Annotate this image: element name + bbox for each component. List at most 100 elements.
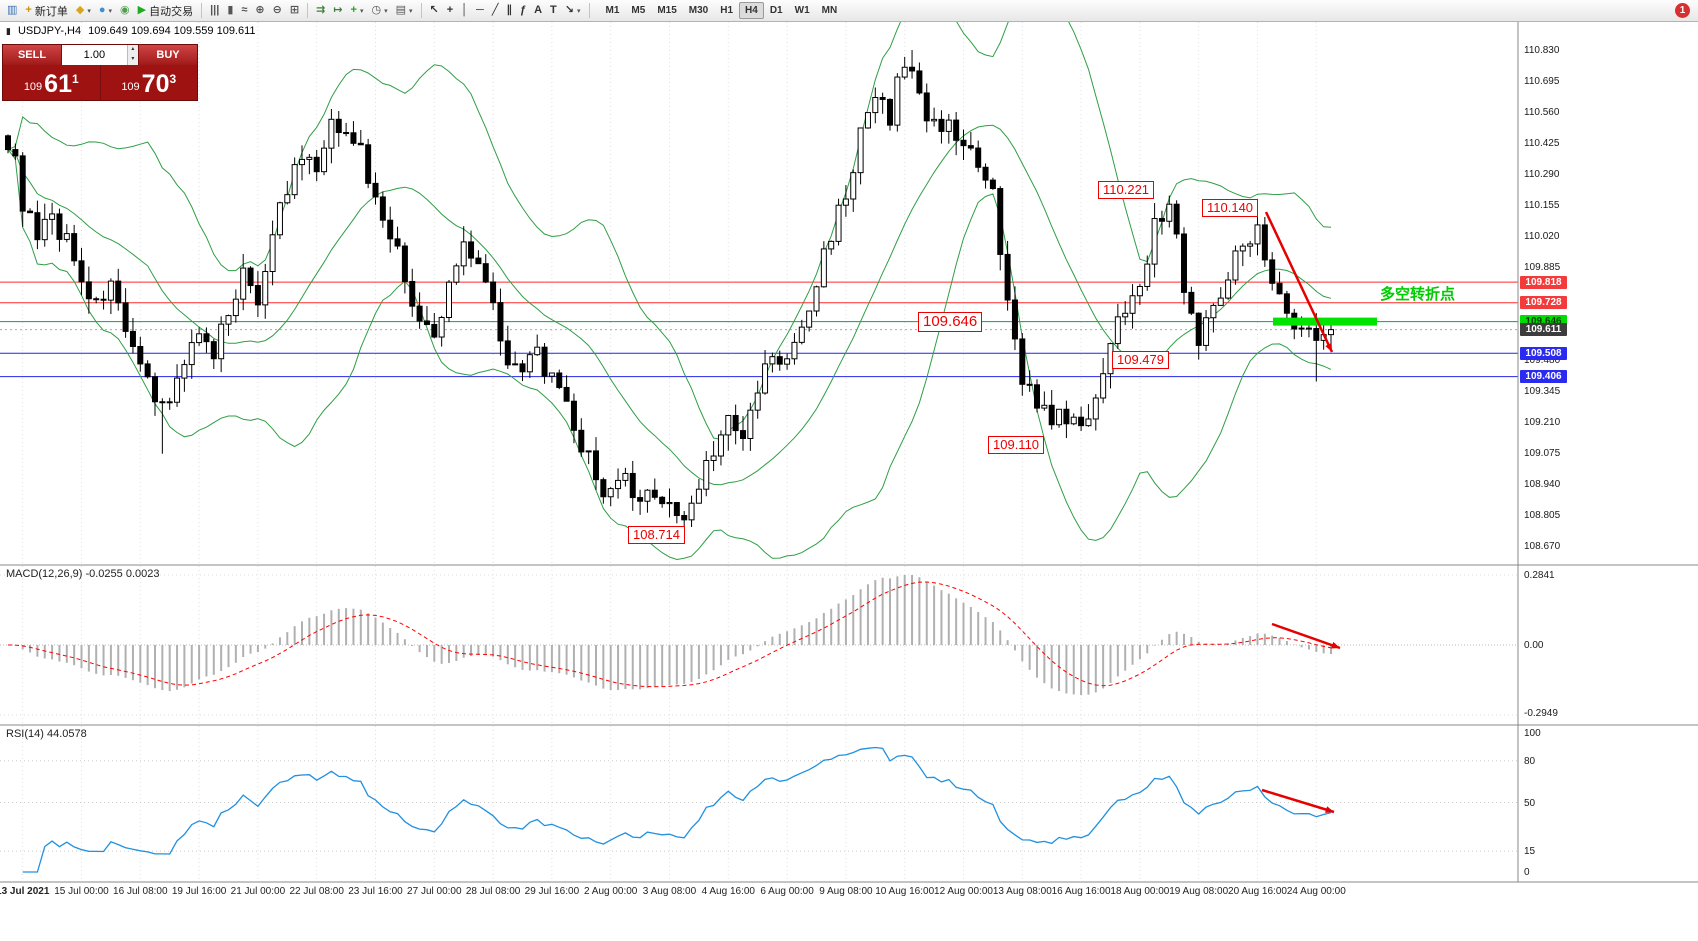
sell-button[interactable]: SELL (3, 45, 61, 65)
toolbar-separator (420, 3, 422, 18)
notification-badge[interactable]: 1 (1675, 3, 1690, 18)
auto-trading-button-label: 自动交易 (149, 5, 194, 18)
zoom-out-button[interactable]: ⊖ (269, 2, 286, 20)
chart-symbol-text: USDJPY-,H4 (17, 25, 82, 37)
fibonacci-tool-button[interactable]: ƒ (516, 2, 530, 20)
trend-arrow[interactable] (1264, 211, 1334, 353)
timeframe-m15[interactable]: M15 (657, 5, 677, 16)
bid-big-digits: 61 (44, 70, 72, 98)
ask-big-digits: 70 (141, 70, 170, 98)
chart-shift-button[interactable]: ↦ (329, 2, 346, 20)
templates-button-dropdown-icon: ▾ (409, 7, 413, 15)
indicators-button-dropdown-icon: ▾ (359, 7, 364, 15)
new-chart-button[interactable]: ◆ ▾ (72, 2, 95, 20)
trend-arrow[interactable] (1261, 788, 1335, 814)
trend-arrow[interactable] (1271, 622, 1341, 650)
profiles-button-glyph: ● (98, 4, 106, 16)
vertical-line-tool-button[interactable]: │ (457, 2, 472, 20)
bid-price[interactable]: 109 61 1 (3, 65, 101, 101)
trendline-tool-button[interactable]: ╱ (488, 2, 503, 20)
volume-input[interactable] (62, 45, 127, 65)
rsi-indicator-label: RSI(14) 44.0578 (6, 728, 87, 740)
timeframe-group: M1 M5 M15 M30 H1 H4 D1 W1 MN (600, 2, 844, 19)
timeframe-m5[interactable]: M5 (631, 5, 646, 16)
ask-price[interactable]: 109 70 3 (101, 65, 198, 101)
timeframe-mn[interactable]: MN (821, 5, 838, 16)
zoom-in-button[interactable]: ⊕ (251, 2, 268, 20)
indicators-button-glyph: + (350, 4, 357, 16)
ask-pipette: 3 (169, 72, 177, 86)
buy-button[interactable]: BUY (139, 45, 197, 65)
rsi-line (22, 746, 1332, 873)
profiles-button-dropdown-icon: ▾ (108, 7, 112, 15)
shapes-tool-button-glyph: ↘ (564, 4, 574, 16)
volume-down-button[interactable]: ▾ (127, 55, 138, 65)
macd-signal-line (7, 581, 1332, 688)
trend-arrow-head (1325, 343, 1332, 352)
channel-tool-button-glyph: ∥ (506, 4, 512, 16)
timeframe-d1[interactable]: D1 (769, 5, 783, 16)
toolbar-separator (201, 3, 203, 18)
text-tool-button[interactable]: A (530, 2, 546, 20)
indicators-button[interactable]: + ▾ (347, 2, 368, 20)
new-order-button[interactable]: + 新订单 (21, 2, 71, 20)
bid-pipette: 1 (71, 72, 79, 86)
volume-up-button[interactable]: ▴ (127, 45, 138, 55)
data-window-button-glyph: ◉ (120, 4, 130, 16)
line-chart-button-glyph: ≈ (241, 4, 248, 16)
profiles-button[interactable]: ● ▾ (95, 2, 116, 20)
timeframe-h4[interactable]: H4 (739, 2, 764, 19)
horizontal-lines[interactable] (0, 281, 1518, 378)
trend-arrow-head (1325, 806, 1334, 813)
candlestick-chart-button-glyph: ▮ (227, 4, 234, 16)
periods-button-glyph: ◷ (371, 4, 382, 16)
timeframe-m30[interactable]: M30 (688, 5, 709, 16)
auto-scroll-button[interactable]: ⇉ (312, 2, 329, 20)
shapes-tool-button[interactable]: ↘ ▾ (561, 2, 585, 20)
text-tool-button-glyph: A (534, 4, 543, 16)
chart-ohlc-text: 109.649 109.694 109.559 109.611 (88, 25, 256, 37)
grid-lines (22, 22, 1317, 882)
cursor-tool-button[interactable]: ↖ (426, 2, 443, 20)
label-tool-button[interactable]: T (546, 2, 561, 20)
volume-field: ▴ ▾ (61, 45, 139, 65)
shapes-tool-button-dropdown-icon: ▾ (577, 7, 581, 15)
chart-icon: ▮ (6, 25, 11, 36)
one-click-trade-panel: SELL ▴ ▾ BUY 109 61 1 109 70 3 (2, 44, 198, 101)
tile-windows-button-glyph: ⊞ (289, 4, 300, 16)
templates-button[interactable]: ▤ ▾ (392, 2, 417, 20)
fibonacci-tool-button-glyph: ƒ (519, 4, 527, 16)
bollinger-bands (7, 0, 1332, 561)
app-icon[interactable]: ▥ (3, 2, 21, 20)
candlestick-chart-button[interactable]: ▮ (223, 2, 237, 20)
tile-windows-button[interactable]: ⊞ (286, 2, 303, 20)
periods-button-dropdown-icon: ▾ (384, 7, 388, 15)
new-order-button-label: 新订单 (34, 5, 68, 18)
macd-indicator-label: MACD(12,26,9) -0.0255 0.0023 (6, 568, 160, 580)
bar-chart-button[interactable]: ||| (206, 2, 223, 20)
macd-histogram (14, 575, 1332, 696)
turning-point-bar[interactable] (1273, 317, 1377, 326)
timeframe-h1[interactable]: H1 (720, 5, 734, 16)
trendline-tool-button-glyph: ╱ (491, 4, 499, 16)
bid-prefix: 109 (23, 81, 43, 93)
horizontal-line-tool-button[interactable]: ─ (472, 2, 488, 20)
horizontal-line-tool-button-glyph: ─ (476, 4, 484, 16)
data-window-button[interactable]: ◉ (116, 2, 134, 20)
toolbar-separator (588, 3, 590, 18)
vertical-line-tool-button-glyph: │ (461, 4, 469, 16)
crosshair-tool-button-glyph: + (446, 4, 454, 16)
label-tool-button-glyph: T (550, 4, 557, 16)
zoom-in-button-glyph: ⊕ (255, 4, 265, 16)
auto-trading-button[interactable]: ▶ 自动交易 (134, 2, 197, 20)
crosshair-tool-button[interactable]: + (443, 2, 457, 20)
channel-tool-button[interactable]: ∥ (502, 2, 516, 20)
periods-button[interactable]: ◷ ▾ (367, 2, 391, 20)
toolbar: ▥ + 新订单 ◆ ▾ ● ▾ ◉ ▶ 自动交易 ||| ▮ ≈ ⊕ ⊖ ⊞ ⇉ ↦ + ▾ ◷ ▾ ▤ ▾ ↖ + │ ─ ╱ ∥ ƒ A T… (0, 0, 1698, 22)
line-chart-button[interactable]: ≈ (237, 2, 251, 20)
templates-button-glyph: ▤ (395, 4, 406, 16)
timeframe-m1[interactable]: M1 (605, 5, 620, 16)
candles (5, 50, 1334, 536)
timeframe-w1[interactable]: W1 (794, 5, 810, 16)
